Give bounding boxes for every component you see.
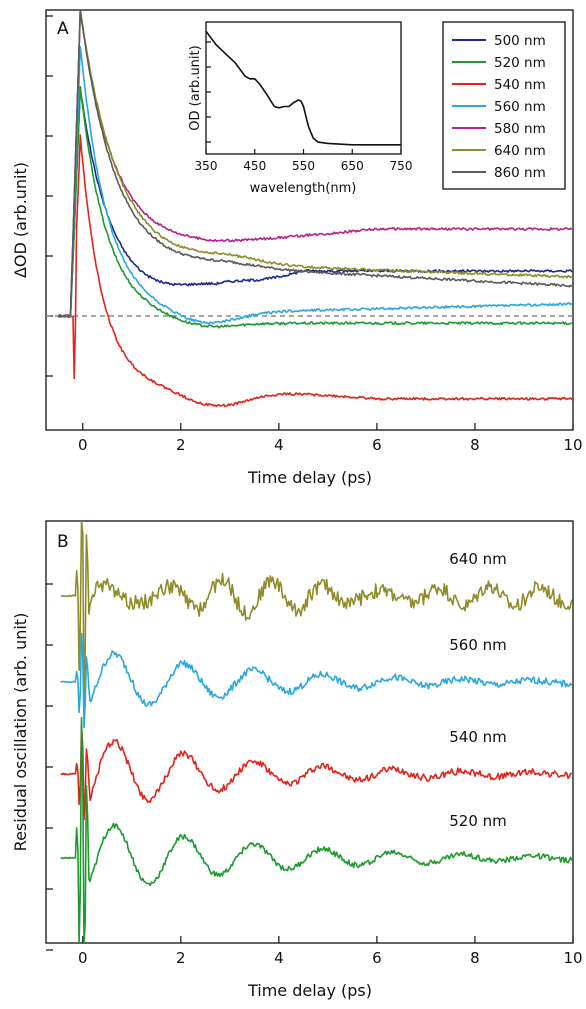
absorption-inset: 350 450 550 650 750 wavelength(nm) OD (arb.u… [188, 21, 413, 196]
inset-xlabel: wavelength(nm) [250, 181, 357, 196]
panel-b-xtick-label: 8 [470, 949, 480, 967]
series-line-860nm [57, 10, 573, 318]
panel-a-xtick-label: 0 [78, 436, 88, 454]
series-line-560nm [57, 45, 573, 325]
inset-frame [205, 21, 402, 155]
oscillation-line-640nm [60, 521, 573, 709]
panel-a-xlabel: Time delay (ps) [247, 468, 372, 487]
legend: 500 nm 520 nm 540 nm 560 nm 580 nm 640 nm 860 … [442, 21, 566, 190]
legend-entry: 520 nm [494, 55, 546, 71]
panel-b-xtick-label: 0 [78, 949, 88, 967]
series-annotation: 560 nm [449, 636, 507, 654]
inset-xtick-label: 350 [195, 159, 218, 173]
series-line-540nm [57, 134, 573, 408]
inset-xtick-label: 450 [243, 159, 266, 173]
panel-b-xlabel: Time delay (ps) [247, 981, 372, 1000]
legend-entry: 560 nm [494, 99, 546, 115]
panel-b-xtick-label: 10 [563, 949, 582, 967]
panel-a-ticks: 0 2 4 6 8 10 [46, 15, 583, 454]
inset-xtick-label: 550 [292, 159, 315, 173]
panel-a-curves [57, 10, 573, 408]
panel-b-ticks: 0 2 4 6 8 10 [46, 583, 583, 967]
panel-b-letter: B [57, 532, 69, 552]
panel-b-ylabel: Residual oscillation (arb. unit) [11, 613, 30, 852]
panel-b-curves [60, 521, 573, 943]
legend-entry: 540 nm [494, 77, 546, 93]
inset-xtick-label: 750 [390, 159, 413, 173]
panel-a-xtick-label: 2 [176, 436, 186, 454]
panel-a-ylabel: ΔOD (arb.unit) [11, 162, 30, 278]
series-annotation: 520 nm [449, 812, 507, 830]
inset-absorption-curve [205, 30, 401, 146]
panel-b-xtick-label: 6 [372, 949, 382, 967]
panel-a-xtick-label: 10 [563, 436, 582, 454]
series-annotation: 540 nm [449, 728, 507, 746]
series-line-640nm [58, 10, 573, 318]
legend-frame [442, 21, 566, 190]
oscillation-line-540nm [60, 724, 573, 821]
panel-b-xtick-label: 4 [274, 949, 284, 967]
inset-ylabel: OD (arb.unit) [188, 45, 203, 130]
inset-ticks: 350 450 550 650 750 [195, 41, 413, 173]
panel-a-xtick-label: 8 [470, 436, 480, 454]
panel-b-frame [45, 520, 574, 944]
panel-a: 0 2 4 6 8 10 A Time delay (ps) ΔOD (arb.unit)… [11, 9, 583, 487]
panel-a-frame [45, 9, 574, 431]
inset-xtick-label: 650 [341, 159, 364, 173]
legend-entry: 640 nm [494, 143, 546, 159]
legend-entry: 580 nm [494, 121, 546, 137]
panel-b-xtick-label: 2 [176, 949, 186, 967]
oscillation-line-520nm [60, 716, 573, 943]
panel-b: 0 2 4 6 8 10 B Time delay (ps) Residual oscil… [11, 520, 583, 1000]
legend-items: 500 nm 520 nm 540 nm 560 nm 580 nm 640 nm 860 … [452, 33, 546, 181]
series-line-520nm [57, 87, 573, 329]
legend-entry: 860 nm [494, 165, 546, 181]
legend-entry: 500 nm [494, 33, 546, 49]
oscillation-line-560nm [60, 632, 573, 729]
panel-a-xtick-label: 4 [274, 436, 284, 454]
series-line-580nm [57, 10, 573, 318]
panel-a-letter: A [57, 19, 69, 39]
panel-a-xtick-label: 6 [372, 436, 382, 454]
series-annotation: 640 nm [449, 550, 507, 568]
